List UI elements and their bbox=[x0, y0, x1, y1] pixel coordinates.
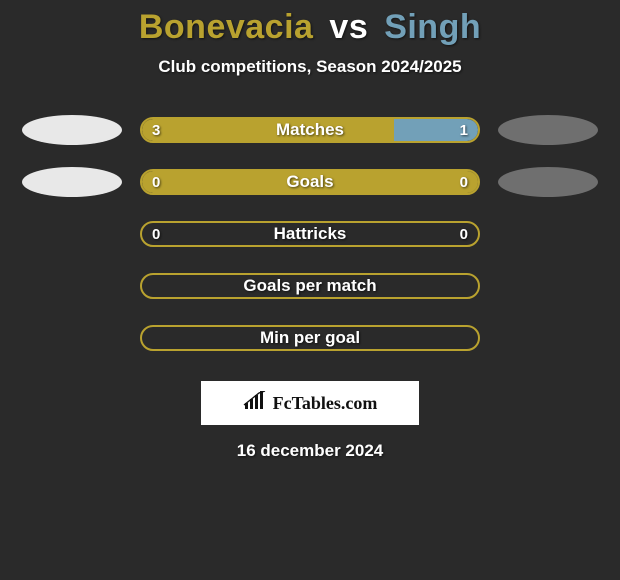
stat-bar: 31Matches bbox=[140, 117, 480, 143]
subtitle: Club competitions, Season 2024/2025 bbox=[0, 57, 620, 77]
stat-bar: Min per goal bbox=[140, 325, 480, 351]
blob-spacer bbox=[22, 219, 122, 249]
brand-text: FcTables.com bbox=[273, 393, 378, 414]
stat-bar: 0 0Hattricks bbox=[140, 221, 480, 247]
stat-label: Goals per match bbox=[142, 275, 478, 297]
stat-row: 31Matches bbox=[0, 115, 620, 145]
player1-name: Bonevacia bbox=[139, 8, 314, 46]
bar-left-fill bbox=[142, 119, 394, 141]
stat-rows: 31Matches 00Goals 0 0Hattricks Goals per mat… bbox=[0, 115, 620, 353]
brand-box: FcTables.com bbox=[201, 381, 419, 425]
blob-spacer bbox=[498, 271, 598, 301]
stat-value-left: 0 bbox=[142, 223, 170, 245]
stat-label: Hattricks bbox=[142, 223, 478, 245]
stat-value-right: 0 bbox=[450, 223, 478, 245]
date-line: 16 december 2024 bbox=[0, 441, 620, 461]
player2-name: Singh bbox=[384, 8, 481, 46]
left-blob bbox=[22, 167, 122, 197]
stat-label: Min per goal bbox=[142, 327, 478, 349]
bar-right-fill bbox=[394, 119, 478, 141]
stat-row: Min per goal bbox=[0, 323, 620, 353]
bar-left-fill bbox=[142, 171, 478, 193]
page-title: Bonevacia vs Singh bbox=[0, 8, 620, 47]
left-blob bbox=[22, 115, 122, 145]
comparison-widget: Bonevacia vs Singh Club competitions, Se… bbox=[0, 0, 620, 461]
blob-spacer bbox=[22, 271, 122, 301]
stat-bar: 00Goals bbox=[140, 169, 480, 195]
stat-row: 00Goals bbox=[0, 167, 620, 197]
blob-spacer bbox=[498, 219, 598, 249]
stat-row: Goals per match bbox=[0, 271, 620, 301]
bar-chart-icon bbox=[243, 391, 267, 416]
stat-row: 0 0Hattricks bbox=[0, 219, 620, 249]
blob-spacer bbox=[498, 323, 598, 353]
title-vs: vs bbox=[329, 8, 368, 46]
right-blob bbox=[498, 115, 598, 145]
right-blob bbox=[498, 167, 598, 197]
blob-spacer bbox=[22, 323, 122, 353]
stat-bar: Goals per match bbox=[140, 273, 480, 299]
